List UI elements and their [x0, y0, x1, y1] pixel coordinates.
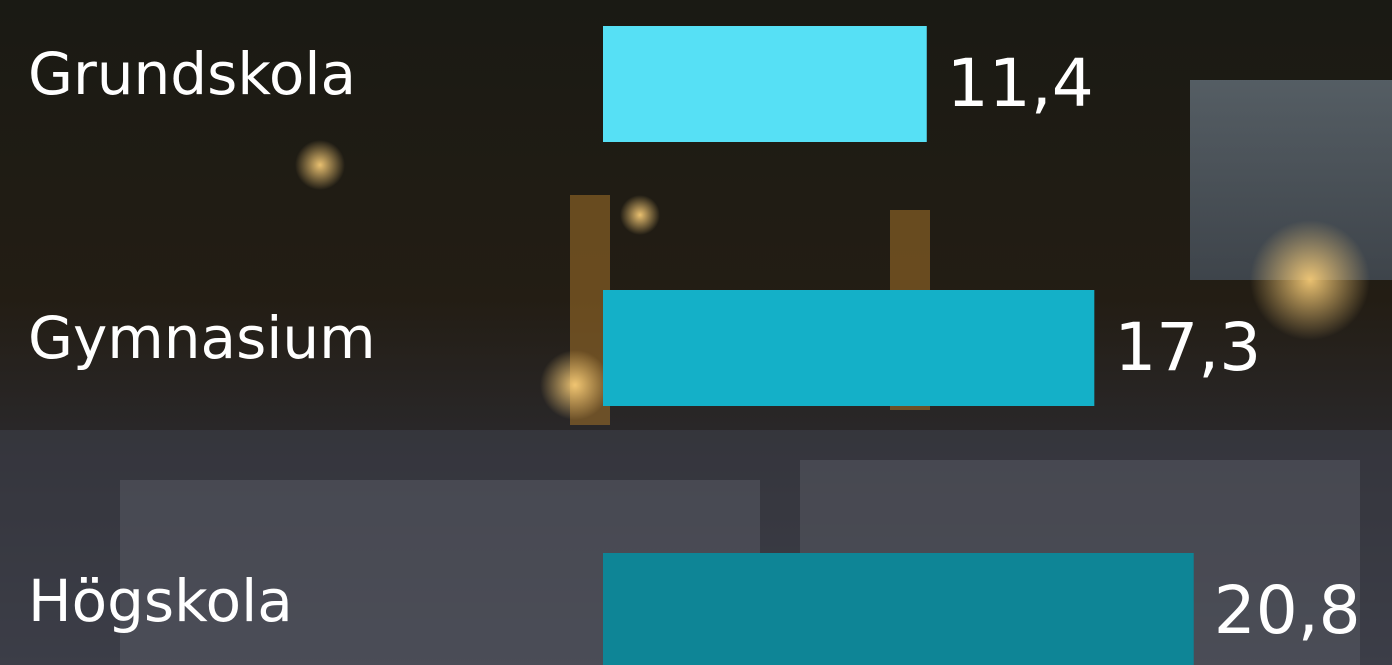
category-label: Högskola: [28, 567, 293, 635]
plot: Grundskola 11,4 Gymnasium 17,3 Högskola 20,8: [28, 26, 1361, 665]
bar: [603, 553, 1194, 665]
category-label: Gymnasium: [28, 304, 376, 372]
bar: [603, 26, 927, 142]
value-label: 11,4: [947, 45, 1094, 122]
bar: [603, 290, 1095, 406]
value-label: 17,3: [1114, 309, 1261, 386]
value-label: 20,8: [1214, 572, 1361, 649]
category-label: Grundskola: [28, 40, 356, 108]
